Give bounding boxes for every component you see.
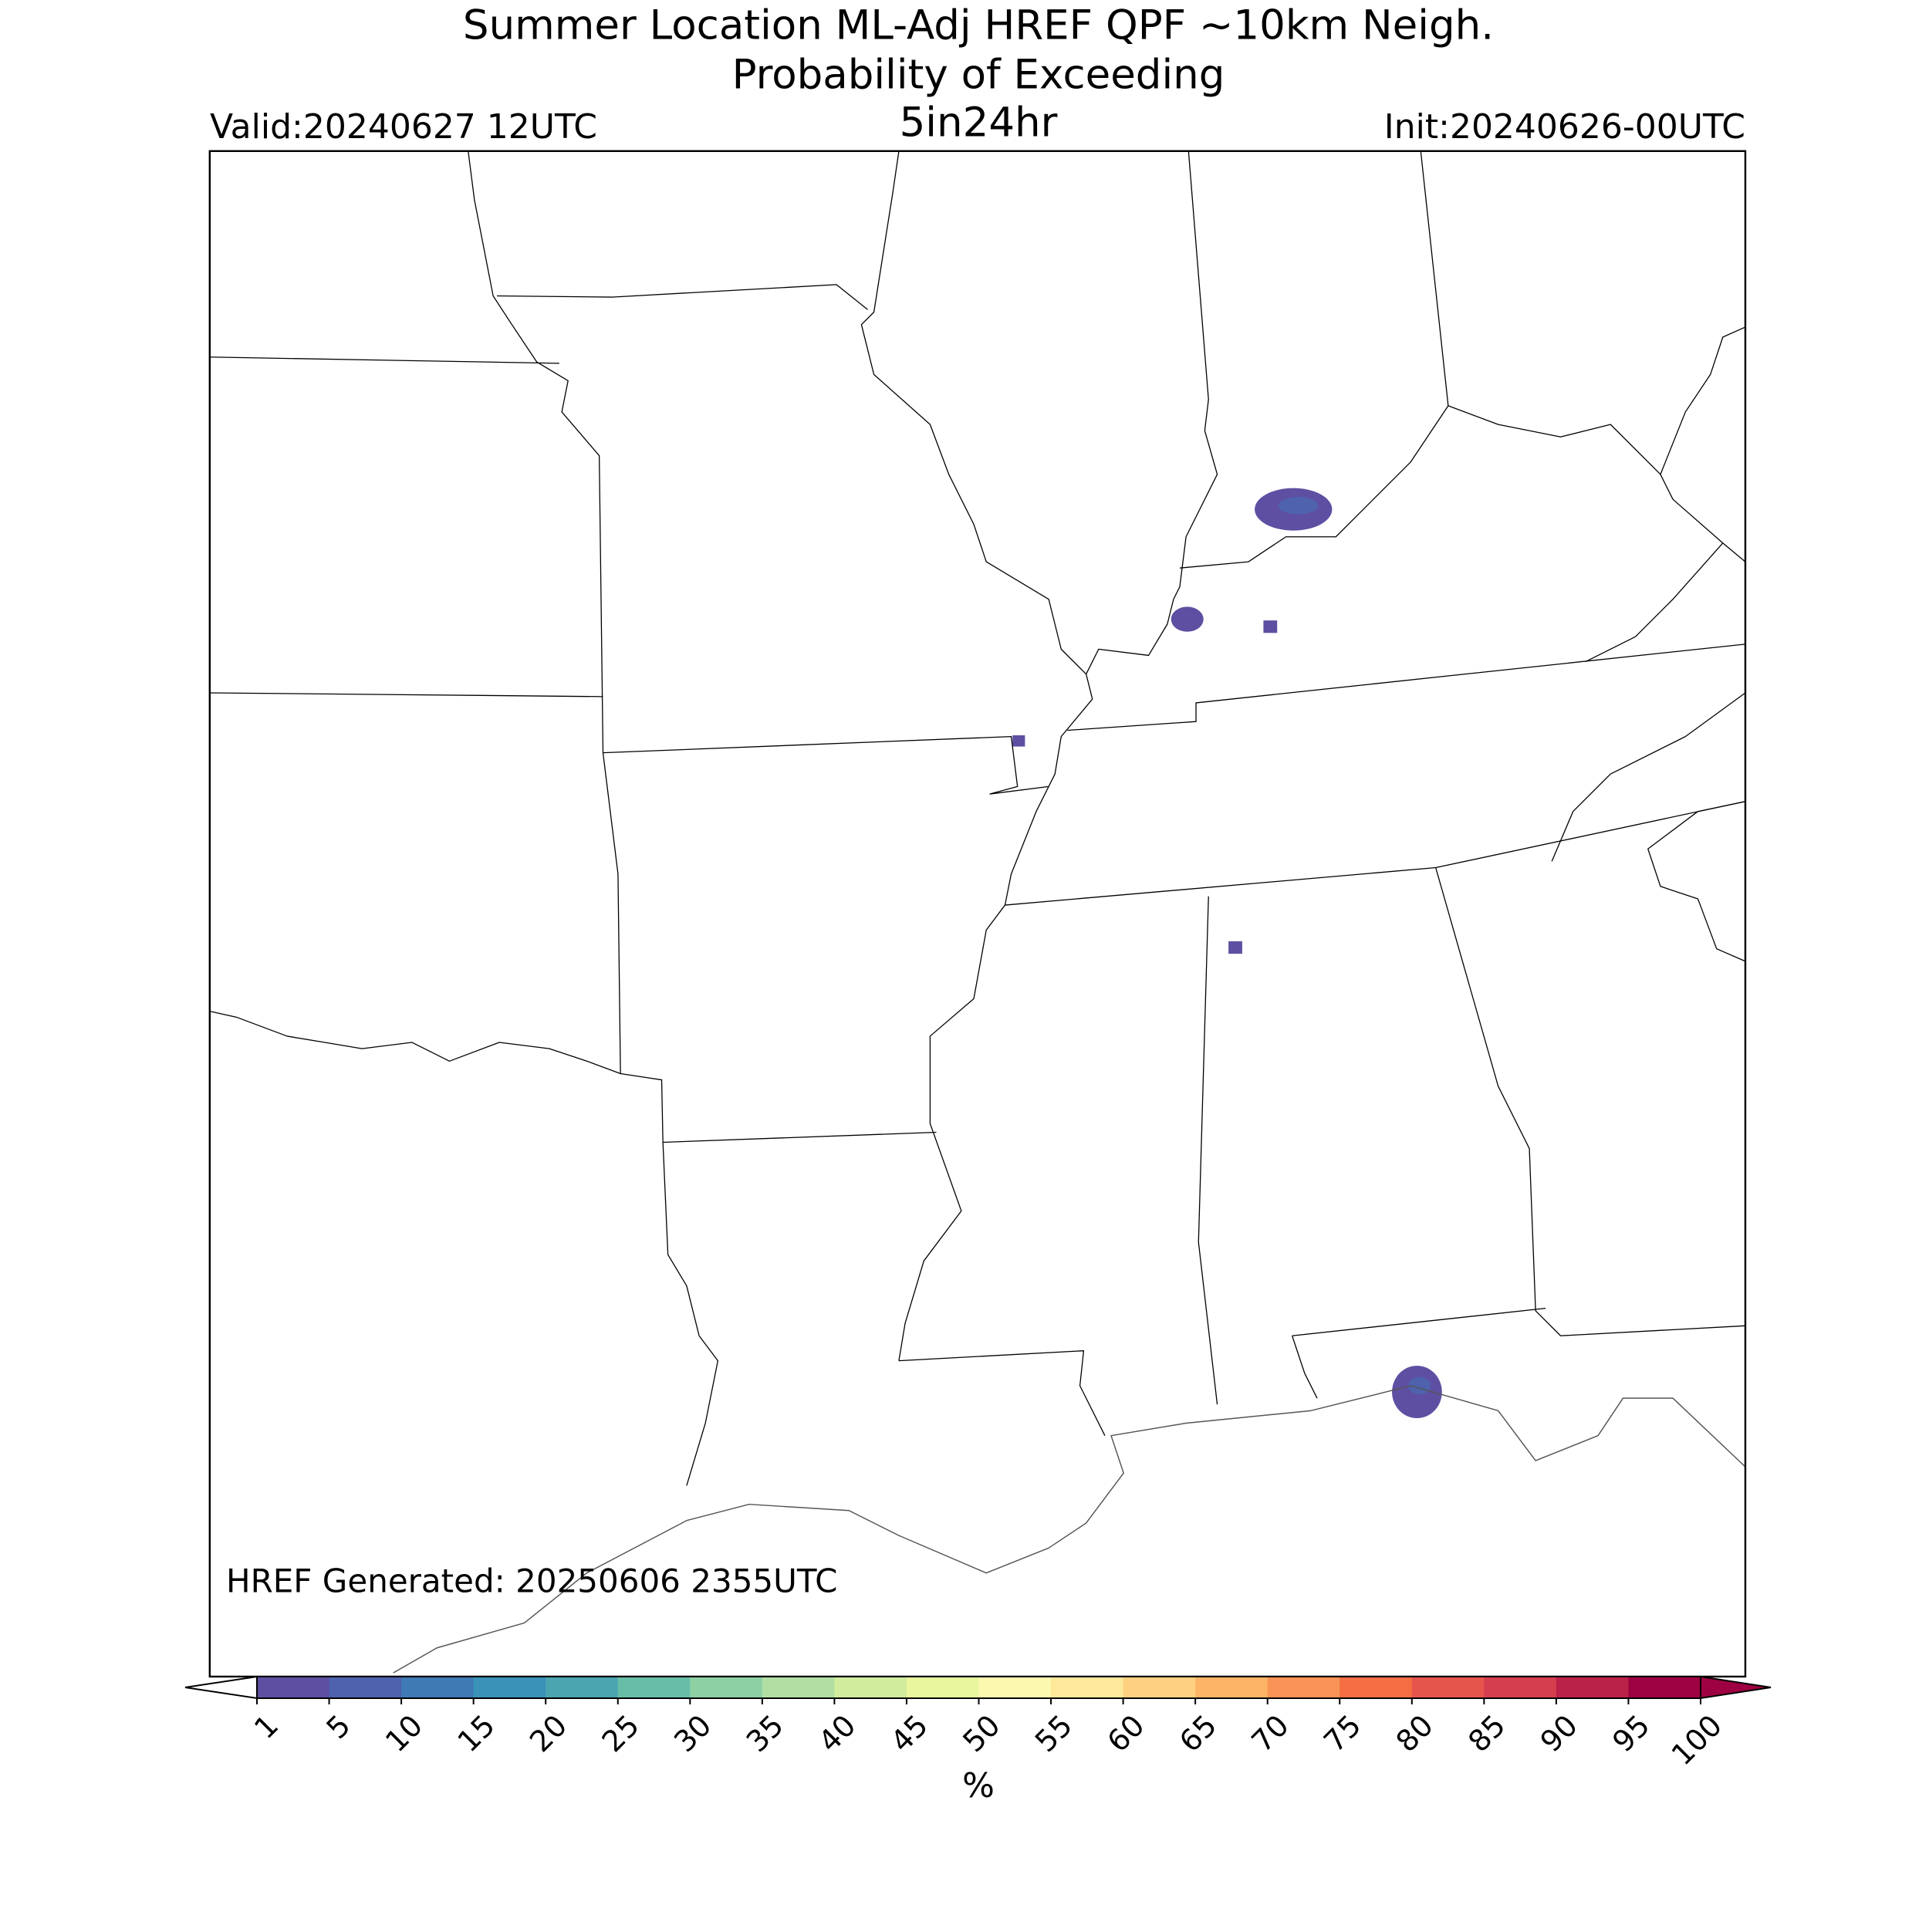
colorbar-segment xyxy=(762,1677,835,1698)
map-frame xyxy=(208,150,1747,1678)
colorbar-tick-label: 40 xyxy=(812,1708,862,1758)
colorbar-segment xyxy=(546,1677,619,1698)
colorbar-segment xyxy=(978,1677,1052,1698)
colorbar-segment xyxy=(1628,1677,1701,1698)
colorbar-segment xyxy=(1051,1677,1124,1698)
colorbar-segment xyxy=(473,1677,546,1698)
colorbar-tick-label: 45 xyxy=(884,1708,934,1758)
colorbar-tick-label: 25 xyxy=(596,1708,646,1758)
colorbar-tick-label: 65 xyxy=(1173,1708,1223,1758)
colorbar-segment xyxy=(257,1677,330,1698)
colorbar-tick-label: 75 xyxy=(1317,1708,1367,1758)
colorbar-tick-label: 35 xyxy=(740,1708,790,1758)
colorbar-segment xyxy=(690,1677,763,1698)
colorbar-tick-label: 95 xyxy=(1606,1708,1656,1758)
colorbar-tick-label: 80 xyxy=(1390,1708,1440,1758)
subtitle: Probability of Exceeding xyxy=(732,52,1225,99)
colorbar-tick-label: 5 xyxy=(319,1708,356,1745)
colorbar-segment xyxy=(1339,1677,1413,1698)
colorbar-segment xyxy=(834,1677,907,1698)
valid-time: Valid:20240627 12UTC xyxy=(210,107,597,147)
colorbar-tick-label: 10 xyxy=(379,1708,429,1758)
colorbar-tick-label: 20 xyxy=(523,1708,573,1758)
colorbar-extend-high xyxy=(1700,1675,1772,1700)
probability-areas xyxy=(1012,488,1442,1419)
colorbar-segment xyxy=(1556,1677,1629,1698)
init-time: Init:20240626-00UTC xyxy=(1384,107,1745,147)
colorbar-tick-label: 60 xyxy=(1100,1708,1150,1758)
colorbar-segment xyxy=(617,1677,691,1698)
colorbar-tick-label: 85 xyxy=(1461,1708,1512,1758)
colorbar-segment xyxy=(1411,1677,1485,1698)
colorbar-tick-label: 55 xyxy=(1029,1708,1079,1758)
colorbar-tick-label: 50 xyxy=(956,1708,1006,1758)
colorbar-tick-label: 70 xyxy=(1245,1708,1296,1758)
colorbar: 1 5 10 15 20 25 30 35 40 45 50 55 60 65 70 75 80 85 90 95 10… xyxy=(184,1675,1772,1772)
colorbar-segment xyxy=(1484,1677,1557,1698)
colorbar-segment xyxy=(401,1677,475,1698)
colorbar-tick-label: 1 xyxy=(248,1708,285,1745)
colorbar-segment xyxy=(1267,1677,1340,1698)
colorbar-segment xyxy=(1195,1677,1269,1698)
colorbar-label: % xyxy=(962,1766,995,1805)
generated-note: HREF Generated: 20250606 2355UTC xyxy=(226,1562,837,1600)
threshold: 5in24hr xyxy=(900,100,1058,147)
colorbar-extend-low xyxy=(184,1675,258,1700)
colorbar-tick-label: 15 xyxy=(451,1708,502,1758)
colorbar-tick-label: 30 xyxy=(667,1708,718,1758)
state-borders xyxy=(209,150,1746,1674)
colorbar-tick-label: 90 xyxy=(1534,1708,1584,1758)
title: Summer Location ML-Adj HREF QPF ~10km Ne… xyxy=(463,2,1494,49)
colorbar-segment xyxy=(1123,1677,1196,1698)
map xyxy=(208,150,1747,1678)
colorbar-segment xyxy=(906,1677,979,1698)
colorbar-tick-label: 100 xyxy=(1665,1708,1728,1772)
colorbar-segment xyxy=(329,1677,402,1698)
